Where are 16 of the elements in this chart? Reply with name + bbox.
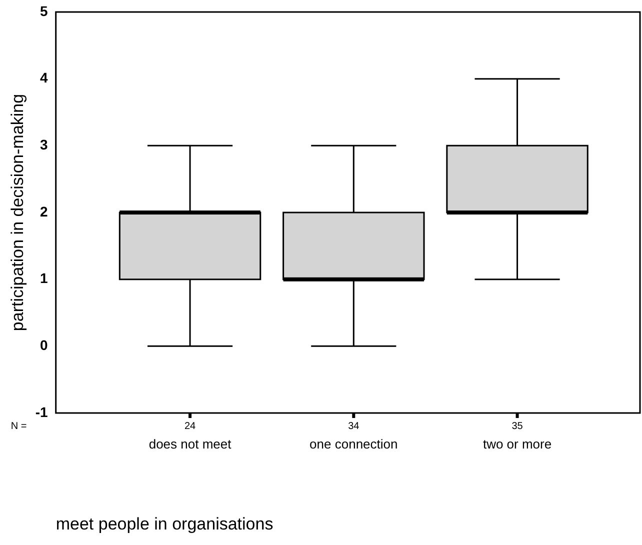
y-tick-label: 2 [40, 203, 48, 220]
x-tick-label: does not meet [148, 436, 232, 452]
text: 35 [512, 420, 524, 432]
y-tick-label: -1 [35, 404, 48, 420]
y-tick-label: 1 [40, 270, 48, 286]
y-tick-label: 3 [40, 136, 48, 153]
x-tick-label: two or more [482, 436, 552, 452]
x-axis-title: meet people in organisations [56, 514, 274, 534]
text: 34 [348, 420, 360, 432]
y-tick-label: 5 [40, 2, 48, 19]
x-tick-label: one connection [310, 436, 398, 452]
y-tick-label: 4 [40, 70, 48, 86]
y-axis-title: participation in decision-making [8, 94, 27, 332]
y-tick-label: 0 [40, 337, 48, 354]
text: N = [10, 420, 27, 432]
text: 24 [184, 420, 196, 432]
